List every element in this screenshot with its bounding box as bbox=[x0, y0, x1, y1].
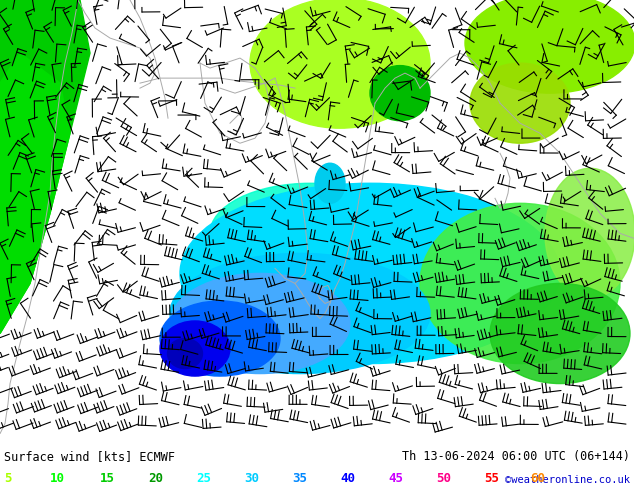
Ellipse shape bbox=[470, 63, 570, 143]
Text: 20: 20 bbox=[148, 472, 163, 485]
Ellipse shape bbox=[160, 321, 230, 376]
Polygon shape bbox=[0, 53, 70, 334]
Ellipse shape bbox=[160, 301, 280, 376]
Text: 35: 35 bbox=[292, 472, 307, 485]
Text: 40: 40 bbox=[340, 472, 355, 485]
Ellipse shape bbox=[180, 183, 560, 364]
Text: Th 13-06-2024 06:00 UTC (06+144): Th 13-06-2024 06:00 UTC (06+144) bbox=[402, 450, 630, 464]
Ellipse shape bbox=[250, 0, 430, 128]
Ellipse shape bbox=[210, 183, 410, 283]
Ellipse shape bbox=[315, 163, 345, 203]
Text: 25: 25 bbox=[196, 472, 211, 485]
Ellipse shape bbox=[490, 283, 630, 384]
Polygon shape bbox=[0, 0, 90, 334]
Text: 45: 45 bbox=[388, 472, 403, 485]
Text: 10: 10 bbox=[50, 472, 65, 485]
Text: 5: 5 bbox=[4, 472, 11, 485]
Text: 55: 55 bbox=[484, 472, 499, 485]
Text: 50: 50 bbox=[436, 472, 451, 485]
Ellipse shape bbox=[545, 168, 634, 298]
Text: ©weatheronline.co.uk: ©weatheronline.co.uk bbox=[505, 475, 630, 485]
Ellipse shape bbox=[170, 253, 430, 373]
Text: 15: 15 bbox=[100, 472, 115, 485]
Text: Surface wind [kts] ECMWF: Surface wind [kts] ECMWF bbox=[4, 450, 175, 464]
Ellipse shape bbox=[370, 66, 430, 121]
Ellipse shape bbox=[170, 273, 350, 373]
Ellipse shape bbox=[420, 203, 620, 364]
Ellipse shape bbox=[167, 339, 202, 368]
Ellipse shape bbox=[465, 0, 634, 93]
Text: 30: 30 bbox=[244, 472, 259, 485]
Text: 60: 60 bbox=[530, 472, 545, 485]
